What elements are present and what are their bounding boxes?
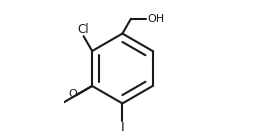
Text: OH: OH — [147, 14, 164, 24]
Text: I: I — [121, 121, 124, 134]
Text: Cl: Cl — [78, 23, 89, 36]
Text: O: O — [68, 89, 77, 99]
